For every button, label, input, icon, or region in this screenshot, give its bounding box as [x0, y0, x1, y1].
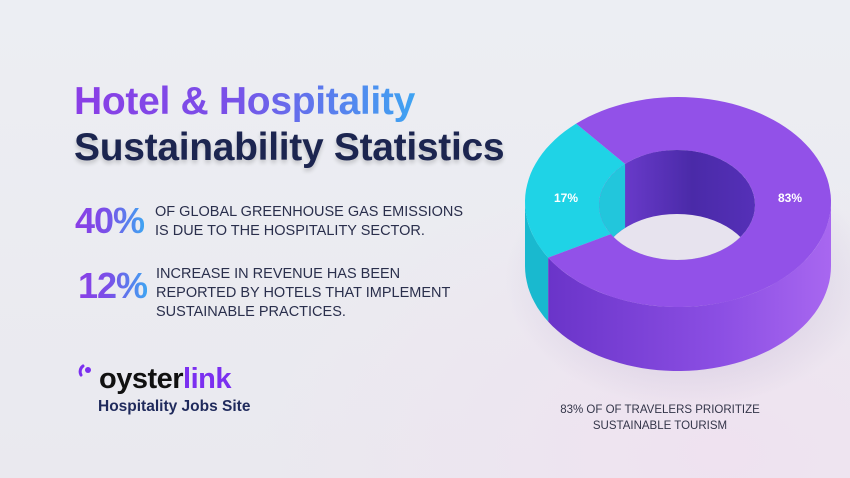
hole-floor: [599, 214, 755, 260]
stat-2-line: SUSTAINABLE PRACTICES.: [156, 304, 346, 320]
stat-1-text: OF GLOBAL GREENHOUSE GAS EMISSIONS IS DU…: [155, 203, 463, 241]
slice-label-83: 83%: [778, 191, 802, 205]
slice-outer-wall: [525, 202, 549, 322]
stat-2-text: INCREASE IN REVENUE HAS BEEN REPORTED BY…: [156, 265, 450, 322]
donut-slice: [548, 97, 831, 307]
stat-2-line: INCREASE IN REVENUE HAS BEEN: [156, 266, 401, 282]
title-line-1: Hotel & Hospitality: [74, 80, 415, 123]
logo-text-link: link: [183, 363, 232, 395]
donut-slice: [525, 123, 626, 258]
oyster-logo-icon: [78, 364, 91, 377]
slice-label-17: 17%: [554, 191, 578, 205]
stat-1-value: 40%: [75, 200, 145, 241]
stat-2-value: 12%: [78, 265, 148, 306]
caption-line: 83% OF OF TRAVELERS PRIORITIZE: [560, 404, 760, 416]
logo-text-oyster: oyster: [99, 363, 184, 395]
title-line-2: Sustainability Statistics: [74, 126, 505, 169]
chart-caption: 83% OF OF TRAVELERS PRIORITIZE SUSTAINAB…: [560, 402, 760, 434]
stat-1-line: OF GLOBAL GREENHOUSE GAS EMISSIONS: [155, 204, 464, 220]
caption-line: SUSTAINABLE TOURISM: [592, 420, 728, 432]
stat-1-line: IS DUE TO THE HOSPITALITY SECTOR.: [155, 223, 425, 239]
donut-hole: [599, 150, 755, 260]
stat-2-line: REPORTED BY HOTELS THAT IMPLEMENT: [156, 285, 451, 301]
oysterlink-logo: oysterlink: [78, 362, 232, 396]
brand-tagline: Hospitality Jobs Site: [98, 398, 251, 415]
slice-outer-wall: [548, 202, 831, 371]
